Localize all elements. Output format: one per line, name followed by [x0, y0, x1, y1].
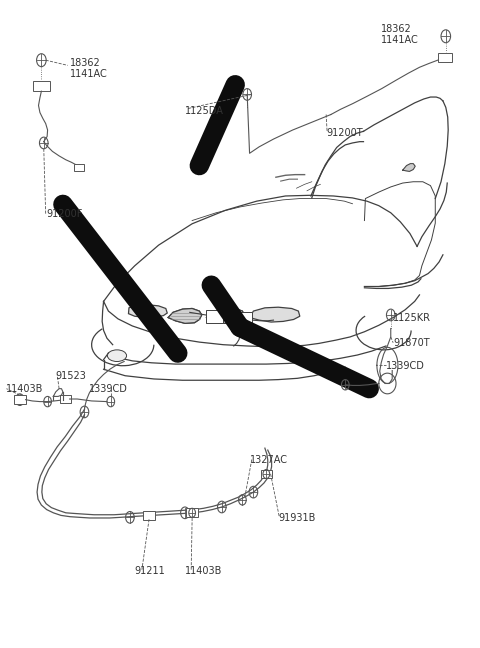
Text: 91200F: 91200F	[46, 209, 83, 219]
Text: 1327AC: 1327AC	[250, 455, 288, 465]
Text: 11403B: 11403B	[5, 384, 43, 394]
Text: 1125DA: 1125DA	[185, 106, 224, 115]
Text: 1339CD: 1339CD	[89, 384, 128, 394]
Text: 91200T: 91200T	[326, 128, 363, 138]
Text: 91211: 91211	[135, 566, 166, 576]
Polygon shape	[186, 508, 198, 517]
Polygon shape	[250, 307, 300, 322]
Ellipse shape	[108, 350, 127, 362]
Text: 91523: 91523	[56, 371, 86, 381]
Polygon shape	[74, 164, 84, 172]
Text: 1339CD: 1339CD	[386, 361, 425, 371]
Text: 1125KR: 1125KR	[393, 312, 431, 323]
Polygon shape	[168, 308, 202, 323]
Polygon shape	[403, 164, 415, 172]
Polygon shape	[261, 470, 272, 478]
Text: 91931B: 91931B	[278, 513, 316, 523]
Text: 18362
1141AC: 18362 1141AC	[381, 23, 419, 45]
Polygon shape	[33, 81, 50, 91]
Text: 18362
1141AC: 18362 1141AC	[70, 58, 108, 80]
Polygon shape	[206, 308, 245, 323]
Polygon shape	[129, 305, 167, 318]
Polygon shape	[143, 511, 155, 520]
Text: 91870T: 91870T	[393, 338, 430, 349]
Polygon shape	[438, 52, 452, 62]
FancyBboxPatch shape	[205, 310, 223, 323]
Text: 11403B: 11403B	[185, 566, 222, 576]
Polygon shape	[14, 395, 25, 404]
Polygon shape	[60, 395, 71, 403]
FancyBboxPatch shape	[235, 312, 252, 325]
